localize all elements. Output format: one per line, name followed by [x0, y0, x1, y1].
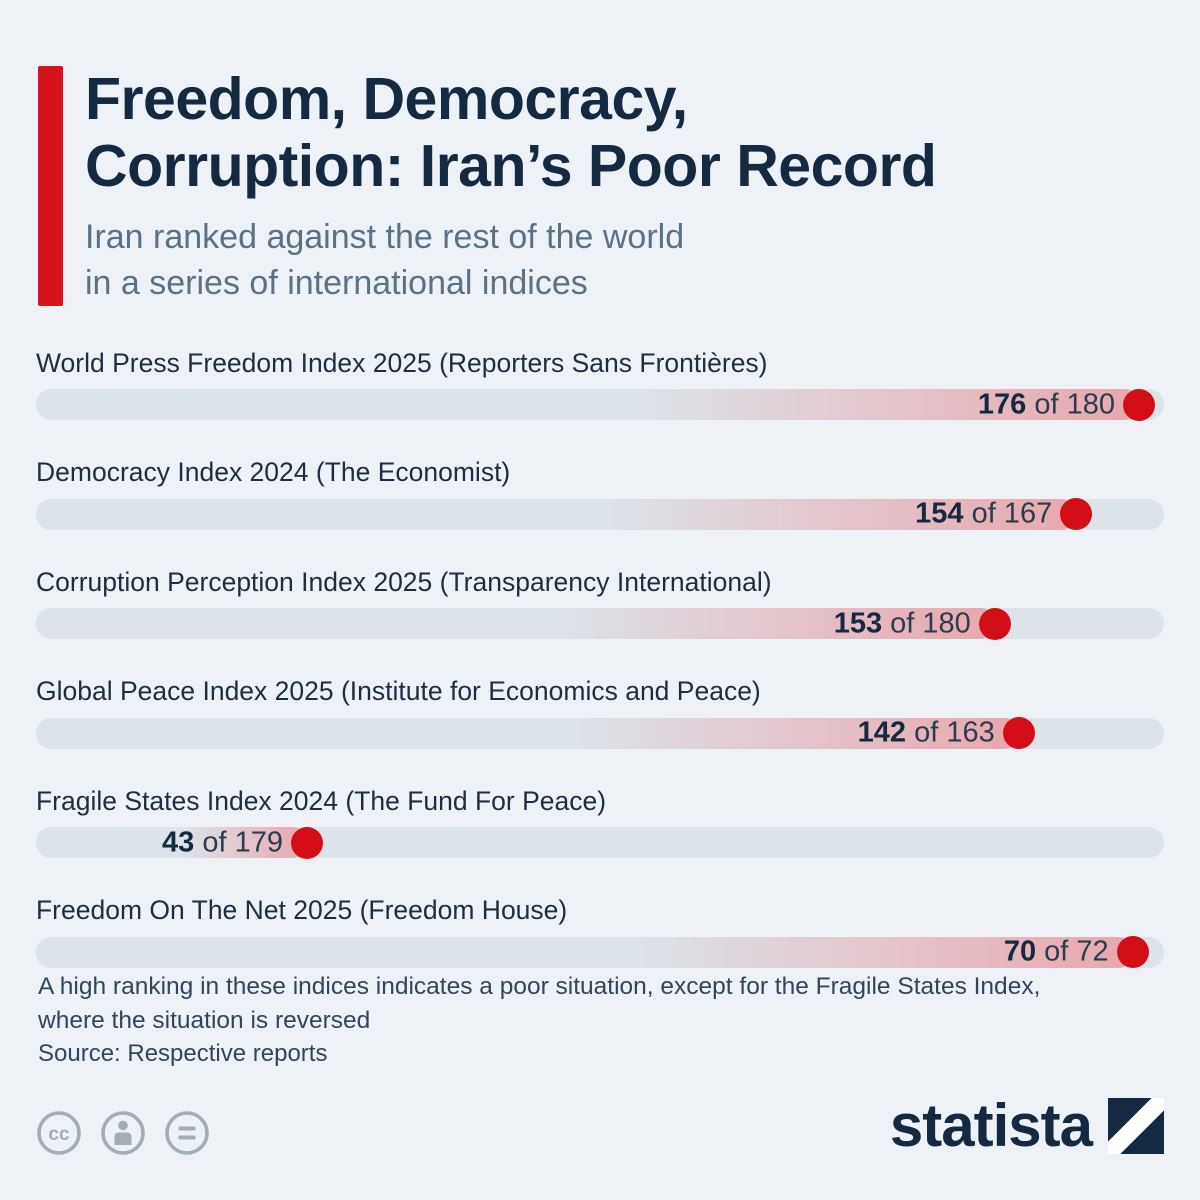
index-row: Fragile States Index 2024 (The Fund For … — [36, 785, 1164, 859]
rank-value: 176 of 180 — [977, 388, 1115, 421]
bar-gradient — [36, 827, 307, 859]
rank-bar: 70 of 72 — [36, 935, 1164, 969]
page-title: Freedom, Democracy, Corruption: Iran’s P… — [85, 66, 937, 199]
red-accent-bar — [38, 66, 63, 307]
index-row: Global Peace Index 2025 (Institute for E… — [36, 676, 1164, 750]
index-row: Democracy Index 2024 (The Economist) 154 … — [36, 457, 1164, 531]
equal-icon[interactable] — [164, 1110, 210, 1156]
index-label: Corruption Perception Index 2025 (Transp… — [36, 566, 772, 597]
bar-gradient — [36, 717, 1019, 749]
rank-dot — [1122, 388, 1155, 421]
footnote: A high ranking in these indices indicate… — [38, 970, 1040, 1039]
rank-value: 142 of 163 — [857, 716, 995, 749]
statista-logo[interactable]: statista — [890, 1096, 1164, 1156]
subtitle-line-1: Iran ranked against the rest of the worl… — [85, 218, 685, 257]
statista-wordmark: statista — [889, 1092, 1093, 1159]
rank-dot — [1116, 936, 1149, 969]
index-row: Freedom On The Net 2025 (Freedom House) 7… — [36, 895, 1164, 969]
title-line-1: Freedom, Democracy, — [85, 66, 688, 132]
rank-value: 70 of 72 — [1003, 935, 1109, 968]
rank-dot — [1060, 498, 1093, 531]
rank-bar: 154 of 167 — [36, 497, 1164, 531]
header-text: Freedom, Democracy, Corruption: Iran’s P… — [85, 66, 937, 306]
rank-bar: 176 of 180 — [36, 388, 1164, 421]
index-label: Fragile States Index 2024 (The Fund For … — [36, 785, 607, 816]
index-row: World Press Freedom Index 2025 (Reporter… — [36, 348, 1164, 421]
title-line-2: Corruption: Iran’s Poor Record — [85, 132, 937, 199]
rank-dot — [290, 826, 323, 859]
index-label: Global Peace Index 2025 (Institute for E… — [36, 676, 761, 707]
rank-dot — [1002, 717, 1035, 750]
rank-dot — [978, 607, 1011, 640]
rank-value: 154 of 167 — [915, 497, 1053, 530]
index-row: Corruption Perception Index 2025 (Transp… — [36, 566, 1164, 640]
rank-bar: 43 of 179 — [36, 826, 1164, 859]
bar-gradient — [36, 608, 995, 640]
attribution-person-icon[interactable] — [100, 1110, 146, 1156]
footnote-line-1: A high ranking in these indices indicate… — [38, 973, 1041, 1000]
subtitle-line-2: in a series of international indices — [85, 263, 588, 302]
cc-icon[interactable]: cc — [36, 1110, 82, 1156]
page-subtitle: Iran ranked against the rest of the worl… — [85, 215, 936, 306]
index-label: Freedom On The Net 2025 (Freedom House) — [36, 895, 568, 926]
source-text: Source: Respective reports — [38, 1040, 328, 1067]
license-icons: cc — [36, 1110, 210, 1156]
index-rows: World Press Freedom Index 2025 (Reporter… — [36, 348, 1164, 1005]
bar-gradient — [36, 498, 1077, 530]
rank-bar: 142 of 163 — [36, 716, 1164, 750]
bar-gradient — [36, 389, 1139, 421]
header: Freedom, Democracy, Corruption: Iran’s P… — [38, 66, 1164, 307]
rank-value: 153 of 180 — [833, 607, 971, 640]
footnote-line-2: where the situation is reversed — [38, 1007, 371, 1035]
bar-gradient — [36, 936, 1133, 968]
statista-logo-icon — [1108, 1098, 1164, 1154]
svg-text:cc: cc — [48, 1124, 70, 1145]
index-label: World Press Freedom Index 2025 (Reporter… — [36, 348, 768, 378]
rank-value: 43 of 179 — [162, 826, 283, 859]
index-label: Democracy Index 2024 (The Economist) — [36, 457, 511, 488]
rank-bar: 153 of 180 — [36, 607, 1164, 640]
